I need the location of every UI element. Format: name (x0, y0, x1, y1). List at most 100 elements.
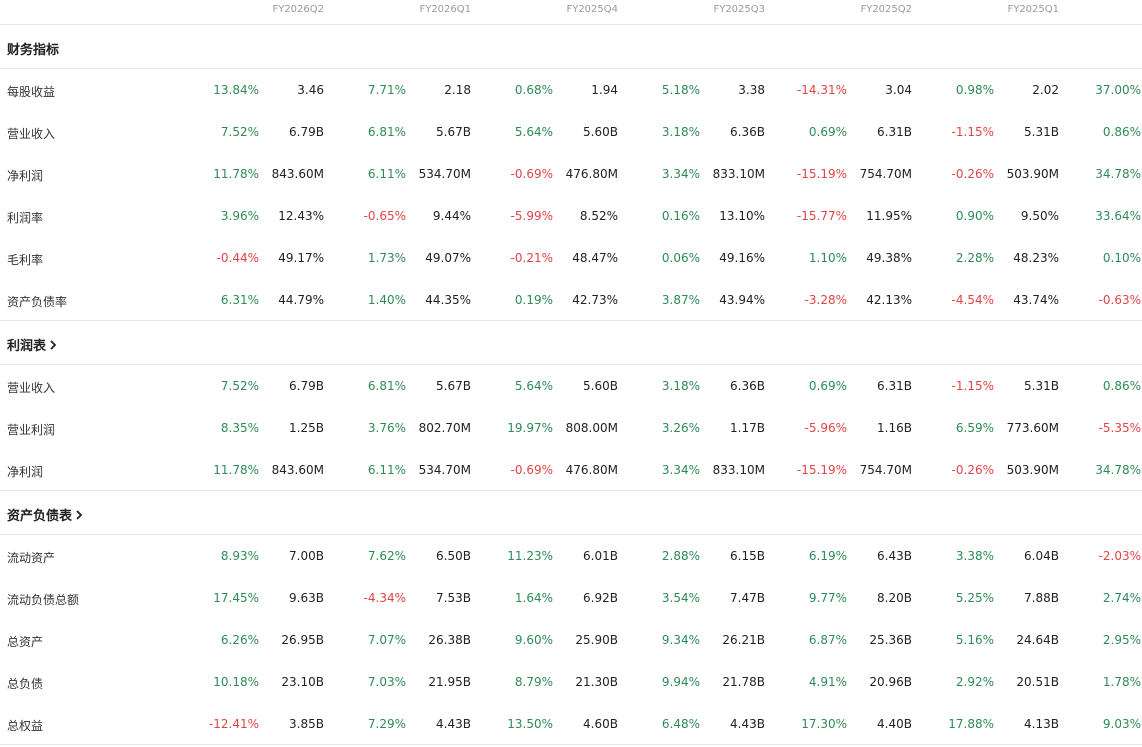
change-percent-cell: 0.19% (514, 293, 553, 307)
change-percent-cell: -5.99% (510, 209, 553, 223)
value-cell: 1.16B (877, 421, 912, 435)
value-cell: 5.60B (583, 379, 618, 393)
period-header-3[interactable]: FY2025Q3 (713, 4, 765, 15)
value-cell: 21.30B (575, 675, 618, 689)
change-percent-cell: 11.78% (213, 463, 259, 477)
row-label: 营业利润 (7, 423, 56, 437)
value-cell: 7.47B (730, 591, 765, 605)
value-cell: 26.21B (722, 633, 765, 647)
change-percent-cell: -1.15% (951, 125, 994, 139)
row-label: 总资产 (7, 635, 44, 649)
period-header-4[interactable]: FY2025Q2 (860, 4, 912, 15)
value-cell: 26.95B (281, 633, 324, 647)
change-percent-cell: 3.26% (661, 421, 700, 435)
change-percent-cell: 6.31% (220, 293, 259, 307)
change-percent-cell: 2.28% (955, 251, 994, 265)
change-percent-cell: 5.64% (514, 125, 553, 139)
value-cell: 25.90B (575, 633, 618, 647)
change-percent-cell: 7.03% (367, 675, 406, 689)
change-percent-cell: 3.87% (661, 293, 700, 307)
value-cell: 4.40B (877, 717, 912, 731)
row-label: 营业收入 (7, 127, 56, 141)
section-end-divider (0, 490, 1142, 491)
change-percent-cell: 0.98% (955, 83, 994, 97)
value-cell: 2.02 (1032, 83, 1059, 97)
value-cell: 3.38 (738, 83, 765, 97)
row-label: 总权益 (7, 719, 44, 733)
value-cell: 1.17B (730, 421, 765, 435)
change-percent-cell: 2.95% (1102, 633, 1141, 647)
period-header-5[interactable]: FY2025Q1 (1007, 4, 1059, 15)
change-percent-cell: 3.76% (367, 421, 406, 435)
change-percent-cell: -12.41% (208, 717, 259, 731)
change-percent-cell: 6.11% (367, 463, 406, 477)
value-cell: 3.85B (289, 717, 324, 731)
value-cell: 12.43% (278, 209, 324, 223)
change-percent-cell: 1.10% (808, 251, 847, 265)
row-label: 资产负债率 (7, 295, 68, 309)
change-percent-cell: 7.71% (367, 83, 406, 97)
period-header-1[interactable]: FY2026Q1 (419, 4, 471, 15)
section-end-divider (0, 320, 1142, 321)
value-cell: 6.01B (583, 549, 618, 563)
value-cell: 534.70M (418, 167, 471, 181)
change-percent-cell: 37.00% (1095, 83, 1141, 97)
value-cell: 49.17% (278, 251, 324, 265)
value-cell: 20.96B (869, 675, 912, 689)
change-percent-cell: -0.21% (510, 251, 553, 265)
change-percent-cell: 0.06% (661, 251, 700, 265)
value-cell: 20.51B (1016, 675, 1059, 689)
change-percent-cell: 3.18% (661, 125, 700, 139)
change-percent-cell: 0.16% (661, 209, 700, 223)
value-cell: 503.90M (1006, 167, 1059, 181)
row-label: 毛利率 (7, 253, 44, 267)
value-cell: 4.43B (436, 717, 471, 731)
value-cell: 6.79B (289, 125, 324, 139)
value-cell: 833.10M (712, 463, 765, 477)
change-percent-cell: -0.63% (1098, 293, 1141, 307)
value-cell: 2.18 (444, 83, 471, 97)
change-percent-cell: 17.30% (801, 717, 847, 731)
section-divider (0, 534, 1142, 535)
row-label: 营业收入 (7, 381, 56, 395)
change-percent-cell: 1.64% (514, 591, 553, 605)
value-cell: 9.44% (432, 209, 471, 223)
value-cell: 802.70M (418, 421, 471, 435)
change-percent-cell: 9.60% (514, 633, 553, 647)
value-cell: 534.70M (418, 463, 471, 477)
section-title-2[interactable]: 资产负债表 (7, 505, 84, 524)
change-percent-cell: 1.78% (1102, 675, 1141, 689)
value-cell: 6.04B (1024, 549, 1059, 563)
change-percent-cell: -15.77% (796, 209, 847, 223)
change-percent-cell: 3.54% (661, 591, 700, 605)
value-cell: 4.13B (1024, 717, 1059, 731)
change-percent-cell: -15.19% (796, 167, 847, 181)
change-percent-cell: 6.11% (367, 167, 406, 181)
value-cell: 833.10M (712, 167, 765, 181)
section-title-text: 资产负债表 (7, 509, 73, 524)
change-percent-cell: 0.10% (1102, 251, 1141, 265)
row-label: 流动负债总额 (7, 593, 80, 607)
change-percent-cell: 4.91% (808, 675, 847, 689)
change-percent-cell: 8.35% (220, 421, 259, 435)
value-cell: 754.70M (859, 167, 912, 181)
change-percent-cell: 19.97% (507, 421, 553, 435)
change-percent-cell: 0.68% (514, 83, 553, 97)
period-header-2[interactable]: FY2025Q4 (566, 4, 618, 15)
value-cell: 808.00M (565, 421, 618, 435)
period-header-0[interactable]: FY2026Q2 (272, 4, 324, 15)
value-cell: 843.60M (271, 463, 324, 477)
value-cell: 42.13% (866, 293, 912, 307)
value-cell: 4.60B (583, 717, 618, 731)
change-percent-cell: 9.34% (661, 633, 700, 647)
change-percent-cell: 7.07% (367, 633, 406, 647)
value-cell: 43.74% (1013, 293, 1059, 307)
value-cell: 23.10B (281, 675, 324, 689)
section-title-1[interactable]: 利润表 (7, 335, 58, 354)
row-label: 流动资产 (7, 551, 56, 565)
change-percent-cell: 11.23% (507, 549, 553, 563)
change-percent-cell: 0.69% (808, 379, 847, 393)
row-label: 总负债 (7, 677, 44, 691)
value-cell: 49.16% (719, 251, 765, 265)
change-percent-cell: 7.62% (367, 549, 406, 563)
